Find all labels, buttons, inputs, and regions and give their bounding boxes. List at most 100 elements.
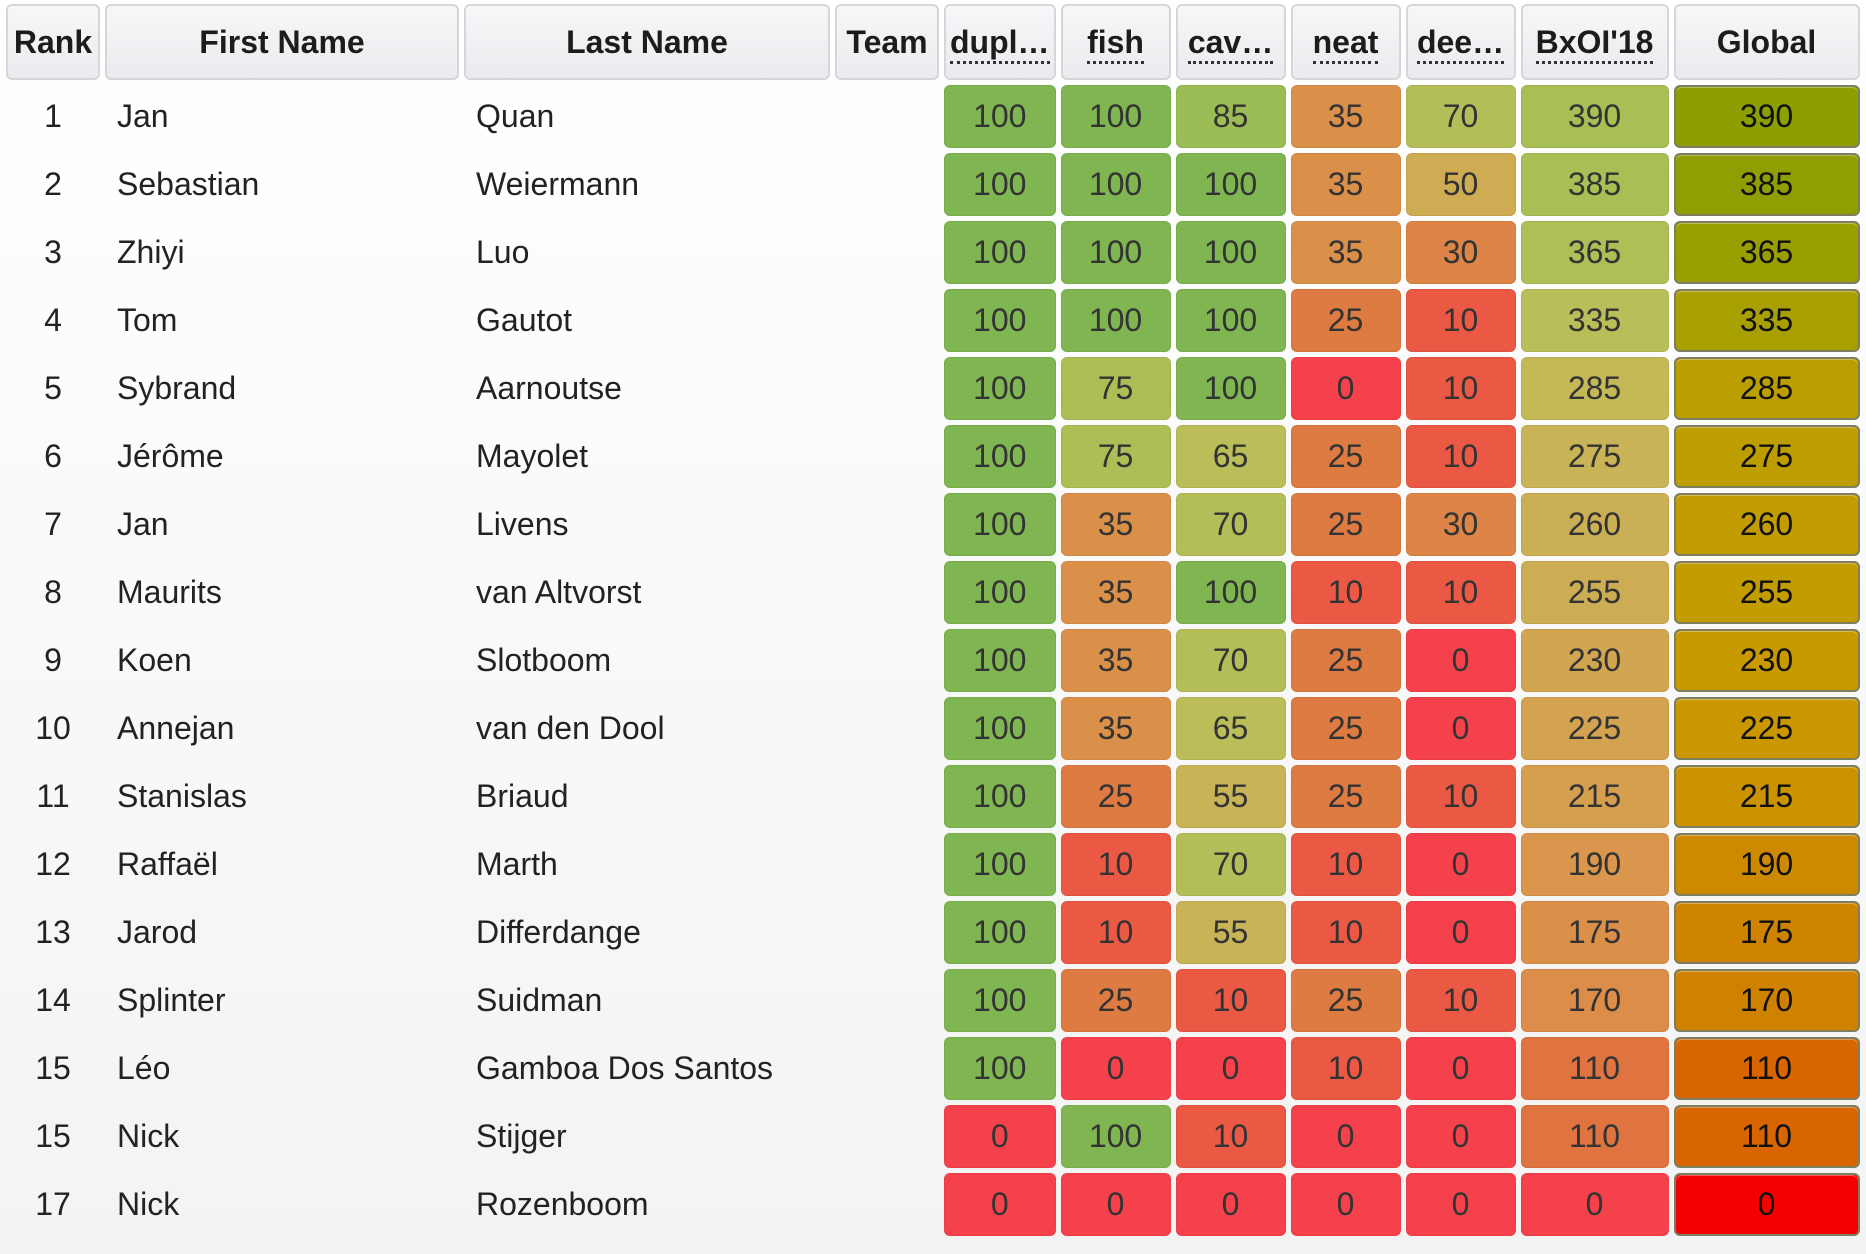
- task-score-cell[interactable]: 10: [1290, 901, 1401, 964]
- task-score-cell[interactable]: 100: [944, 697, 1056, 760]
- task-score-cell[interactable]: 70: [1175, 493, 1286, 556]
- task-score-cell[interactable]: 10: [1290, 1037, 1401, 1100]
- task-score-cell[interactable]: 10: [1405, 969, 1516, 1032]
- task-score-cell[interactable]: 0: [1405, 1105, 1516, 1168]
- task-score-cell[interactable]: 100: [1060, 221, 1171, 284]
- task-score-cell[interactable]: 100: [944, 289, 1056, 352]
- task-score-cell[interactable]: 100: [944, 1037, 1056, 1100]
- task-score-cell[interactable]: 100: [944, 969, 1056, 1032]
- global-score-cell[interactable]: 365: [1673, 221, 1860, 284]
- task-score-cell[interactable]: 10: [1175, 969, 1286, 1032]
- global-score-cell[interactable]: 285: [1673, 357, 1860, 420]
- column-header-team[interactable]: Team: [835, 4, 939, 80]
- task-score-cell[interactable]: 70: [1405, 85, 1516, 148]
- bxoi-score-cell[interactable]: 0: [1520, 1173, 1669, 1236]
- task-score-cell[interactable]: 65: [1175, 697, 1286, 760]
- bxoi-score-cell[interactable]: 175: [1520, 901, 1669, 964]
- task-score-cell[interactable]: 10: [1405, 765, 1516, 828]
- task-score-cell[interactable]: 100: [1175, 561, 1286, 624]
- bxoi-score-cell[interactable]: 365: [1520, 221, 1669, 284]
- column-header-last[interactable]: Last Name: [464, 4, 830, 80]
- column-header-t1[interactable]: dupl…: [944, 4, 1056, 80]
- task-score-cell[interactable]: 100: [944, 221, 1056, 284]
- task-score-cell[interactable]: 70: [1175, 833, 1286, 896]
- task-score-cell[interactable]: 100: [944, 833, 1056, 896]
- column-header-first[interactable]: First Name: [105, 4, 459, 80]
- task-score-cell[interactable]: 100: [944, 153, 1056, 216]
- task-score-cell[interactable]: 100: [944, 901, 1056, 964]
- bxoi-score-cell[interactable]: 110: [1520, 1037, 1669, 1100]
- task-score-cell[interactable]: 0: [1405, 1173, 1516, 1236]
- task-score-cell[interactable]: 100: [944, 765, 1056, 828]
- task-score-cell[interactable]: 0: [1405, 629, 1516, 692]
- task-score-cell[interactable]: 0: [1290, 1105, 1401, 1168]
- task-score-cell[interactable]: 0: [1405, 833, 1516, 896]
- global-score-cell[interactable]: 175: [1673, 901, 1860, 964]
- task-score-cell[interactable]: 100: [944, 85, 1056, 148]
- bxoi-score-cell[interactable]: 335: [1520, 289, 1669, 352]
- task-score-cell[interactable]: 25: [1290, 289, 1401, 352]
- column-header-global[interactable]: Global: [1673, 4, 1860, 80]
- column-header-bxoi[interactable]: BxOI'18: [1520, 4, 1669, 80]
- task-score-cell[interactable]: 35: [1290, 153, 1401, 216]
- task-score-cell[interactable]: 100: [944, 629, 1056, 692]
- task-score-cell[interactable]: 30: [1405, 221, 1516, 284]
- global-score-cell[interactable]: 260: [1673, 493, 1860, 556]
- bxoi-score-cell[interactable]: 190: [1520, 833, 1669, 896]
- task-score-cell[interactable]: 0: [944, 1173, 1056, 1236]
- task-score-cell[interactable]: 25: [1290, 629, 1401, 692]
- task-score-cell[interactable]: 100: [1060, 289, 1171, 352]
- column-header-t4[interactable]: neat: [1290, 4, 1401, 80]
- column-header-t5[interactable]: dee…: [1405, 4, 1516, 80]
- task-score-cell[interactable]: 75: [1060, 357, 1171, 420]
- task-score-cell[interactable]: 10: [1175, 1105, 1286, 1168]
- task-score-cell[interactable]: 100: [1060, 85, 1171, 148]
- task-score-cell[interactable]: 85: [1175, 85, 1286, 148]
- task-score-cell[interactable]: 100: [944, 493, 1056, 556]
- task-score-cell[interactable]: 35: [1290, 221, 1401, 284]
- task-score-cell[interactable]: 10: [1290, 561, 1401, 624]
- bxoi-score-cell[interactable]: 255: [1520, 561, 1669, 624]
- global-score-cell[interactable]: 385: [1673, 153, 1860, 216]
- task-score-cell[interactable]: 100: [1175, 357, 1286, 420]
- task-score-cell[interactable]: 0: [1175, 1173, 1286, 1236]
- task-score-cell[interactable]: 75: [1060, 425, 1171, 488]
- global-score-cell[interactable]: 335: [1673, 289, 1860, 352]
- global-score-cell[interactable]: 275: [1673, 425, 1860, 488]
- task-score-cell[interactable]: 35: [1060, 697, 1171, 760]
- column-header-rank[interactable]: Rank: [6, 4, 100, 80]
- global-score-cell[interactable]: 255: [1673, 561, 1860, 624]
- task-score-cell[interactable]: 0: [1405, 697, 1516, 760]
- task-score-cell[interactable]: 35: [1060, 561, 1171, 624]
- bxoi-score-cell[interactable]: 260: [1520, 493, 1669, 556]
- task-score-cell[interactable]: 100: [1060, 1105, 1171, 1168]
- task-score-cell[interactable]: 0: [1405, 901, 1516, 964]
- global-score-cell[interactable]: 390: [1673, 85, 1860, 148]
- task-score-cell[interactable]: 10: [1060, 901, 1171, 964]
- global-score-cell[interactable]: 215: [1673, 765, 1860, 828]
- task-score-cell[interactable]: 25: [1290, 425, 1401, 488]
- task-score-cell[interactable]: 25: [1060, 969, 1171, 1032]
- task-score-cell[interactable]: 0: [1405, 1037, 1516, 1100]
- task-score-cell[interactable]: 100: [1175, 221, 1286, 284]
- task-score-cell[interactable]: 35: [1060, 629, 1171, 692]
- task-score-cell[interactable]: 10: [1405, 289, 1516, 352]
- task-score-cell[interactable]: 0: [1290, 357, 1401, 420]
- column-header-t2[interactable]: fish: [1060, 4, 1171, 80]
- task-score-cell[interactable]: 25: [1060, 765, 1171, 828]
- task-score-cell[interactable]: 35: [1290, 85, 1401, 148]
- global-score-cell[interactable]: 110: [1673, 1037, 1860, 1100]
- task-score-cell[interactable]: 0: [944, 1105, 1056, 1168]
- bxoi-score-cell[interactable]: 390: [1520, 85, 1669, 148]
- bxoi-score-cell[interactable]: 385: [1520, 153, 1669, 216]
- task-score-cell[interactable]: 35: [1060, 493, 1171, 556]
- task-score-cell[interactable]: 0: [1060, 1037, 1171, 1100]
- task-score-cell[interactable]: 25: [1290, 969, 1401, 1032]
- task-score-cell[interactable]: 100: [944, 425, 1056, 488]
- bxoi-score-cell[interactable]: 215: [1520, 765, 1669, 828]
- bxoi-score-cell[interactable]: 275: [1520, 425, 1669, 488]
- global-score-cell[interactable]: 170: [1673, 969, 1860, 1032]
- global-score-cell[interactable]: 225: [1673, 697, 1860, 760]
- task-score-cell[interactable]: 70: [1175, 629, 1286, 692]
- task-score-cell[interactable]: 10: [1405, 425, 1516, 488]
